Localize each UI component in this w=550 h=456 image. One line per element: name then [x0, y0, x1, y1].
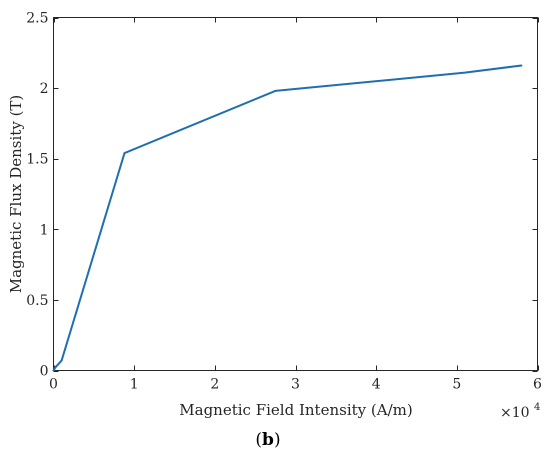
y-tick-label: 2.5 [26, 11, 48, 27]
y-axis-title: Magnetic Flux Density (T) [7, 95, 25, 294]
x-exponent-power: 4 [534, 402, 540, 413]
plot-box [53, 17, 538, 371]
ticks [53, 17, 539, 372]
x-tick-label: 5 [452, 377, 461, 393]
caption-close: ) [274, 430, 281, 450]
x-exponent-label: ×10 4 [500, 402, 540, 421]
series [52, 64, 523, 372]
caption-open: ( [255, 430, 262, 450]
x-tick-label: 6 [533, 377, 542, 393]
x-tick-label: 4 [372, 377, 381, 393]
plot-area [53, 17, 538, 371]
y-tick-label: 0.5 [26, 293, 48, 309]
x-exponent-base: ×10 [500, 405, 530, 421]
y-tick-label: 2 [40, 81, 49, 97]
bh-curve-line [52, 64, 523, 372]
x-tick-label: 1 [130, 377, 139, 393]
x-tick-label: 0 [49, 377, 58, 393]
y-tick-label: 1.5 [26, 152, 48, 168]
svg-text:(b): (b) [255, 430, 280, 450]
x-tick-label: 2 [210, 377, 219, 393]
y-tick-label: 0 [40, 364, 49, 380]
tick-labels: 0 1 2 3 4 5 6 0 0.5 1 1.5 2 2.5 [26, 11, 542, 393]
caption-letter: b [262, 430, 274, 450]
figure-caption: (b) [255, 430, 280, 450]
x-tick-label: 3 [291, 377, 300, 393]
svg-text:×10 4: ×10 4 [500, 402, 540, 421]
x-axis-title: Magnetic Field Intensity (A/m) [179, 401, 412, 419]
y-tick-label: 1 [40, 222, 49, 238]
